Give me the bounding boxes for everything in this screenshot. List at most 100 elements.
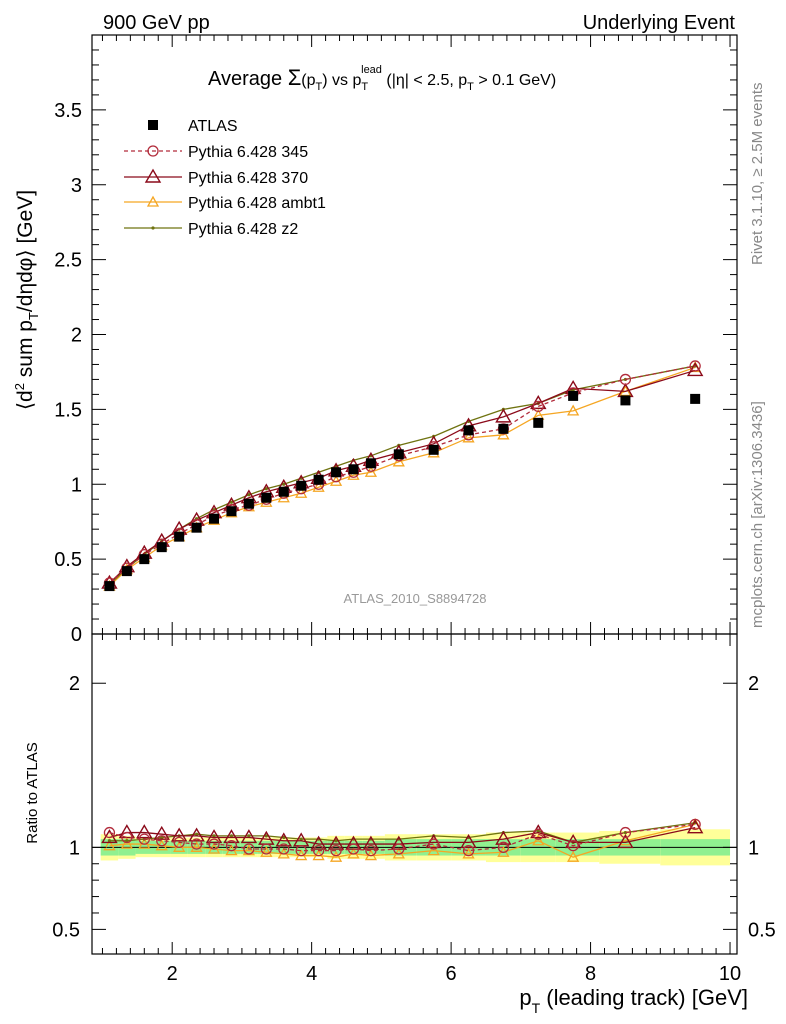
- ratio-point-p370: [240, 829, 258, 844]
- ratio-series-layer: [101, 818, 704, 862]
- ratio-point-z2: [212, 834, 216, 838]
- ratio-point-z2: [160, 835, 164, 840]
- y-axis-label-ratio: Ratio to ATLAS: [24, 742, 41, 843]
- mcplots-label: mcplots.cern.ch [arXiv:1306.3436]: [749, 401, 766, 628]
- ratio-point-p370: [327, 835, 345, 850]
- ratio-point-p345: [260, 843, 272, 855]
- ratio-point-p345: [295, 844, 307, 857]
- legend-marker-ambt1: [146, 195, 160, 207]
- y-tick-label-main: 2: [71, 325, 82, 347]
- x-tick-label: 6: [446, 963, 457, 985]
- data-point-p345: [532, 400, 544, 413]
- data-point-atlas: [313, 474, 324, 485]
- ratio-point-ambt1: [427, 844, 440, 856]
- ratio-point-p370: [170, 827, 188, 842]
- ratio-point-z2: [282, 835, 286, 840]
- ratio-point-p345: [243, 843, 255, 855]
- data-point-p345: [619, 373, 632, 386]
- series-line-p370: [108, 369, 696, 584]
- data-point-atlas: [393, 449, 404, 460]
- ratio-point-p345: [567, 840, 579, 852]
- data-point-z2: [264, 487, 268, 491]
- legend-label-p370: Pythia 6.428 370: [188, 170, 308, 187]
- ratio-point-p345: [330, 844, 342, 857]
- ratio-point-p345: [103, 826, 116, 839]
- ratio-point-ambt1: [190, 840, 203, 852]
- data-point-ambt1: [567, 404, 580, 416]
- data-point-z2: [247, 493, 251, 497]
- ratio-point-ambt1: [120, 837, 133, 849]
- analysis-watermark: ATLAS_2010_S8894728: [344, 591, 487, 606]
- data-point-p345: [689, 360, 701, 372]
- ratio-line-p370: [109, 827, 696, 845]
- data-point-atlas: [296, 480, 307, 491]
- legend: ATLAS Pythia 6.428 345 Pythia 6.428 370 Pyt…: [124, 118, 326, 238]
- ratio-point-z2: [229, 834, 234, 838]
- ratio-point-p370: [362, 835, 380, 850]
- rivet-label: Rivet 3.1.10, ≥ 2.5M events: [749, 83, 766, 266]
- ratio-point-p345: [347, 843, 360, 855]
- ratio-point-z2: [264, 834, 268, 838]
- ratio-point-p345: [138, 833, 150, 845]
- axis-ticks: 2 4 6 8 10 0 0.5 1 1.5 2 2.5 3 3.5 0.5 0.5 1 1 2 2: [52, 35, 776, 985]
- data-point-atlas: [156, 542, 167, 553]
- data-point-ambt1: [312, 480, 325, 492]
- data-point-atlas: [243, 498, 254, 509]
- y-tick-label-ratio: 0.5: [52, 919, 80, 941]
- y-tick-label-ratio-right: 2: [748, 673, 759, 695]
- legend-label-p345: Pythia 6.428 345: [188, 144, 308, 161]
- y-tick-label-main: 2.5: [54, 250, 82, 272]
- data-point-atlas: [690, 393, 701, 404]
- y-tick-label-main: 0.5: [54, 549, 82, 571]
- y-tick-label-ratio-right: 0.5: [748, 919, 776, 941]
- main-series-layer: [101, 360, 704, 592]
- data-point-atlas: [261, 492, 272, 503]
- y-tick-label-ratio: 2: [69, 673, 80, 695]
- ratio-point-p345: [173, 836, 185, 849]
- y-tick-label-main: 1.5: [54, 399, 82, 421]
- ratio-point-p370: [460, 834, 477, 849]
- ratio-point-p345: [428, 838, 440, 850]
- x-tick-label: 2: [167, 963, 178, 985]
- ratio-point-p345: [121, 831, 133, 844]
- y-tick-label-main: 0: [71, 624, 82, 646]
- data-point-z2: [229, 500, 234, 504]
- ratio-point-p370: [275, 832, 292, 847]
- data-point-atlas: [568, 390, 579, 401]
- ratio-point-ambt1: [260, 845, 273, 857]
- ratio-point-p345: [190, 838, 203, 850]
- ratio-point-z2: [247, 834, 251, 838]
- legend-label-ambt1: Pythia 6.428 ambt1: [188, 195, 326, 212]
- data-point-ambt1: [462, 431, 475, 443]
- ratio-point-ambt1: [532, 834, 545, 846]
- header-right: Underlying Event: [583, 12, 736, 34]
- ratio-point-p370: [118, 824, 136, 839]
- data-point-atlas: [620, 395, 631, 406]
- data-point-atlas: [498, 423, 509, 434]
- plot-title: Average Σ(pT) vs pTlead (|η| < 2.5, pT >…: [208, 64, 556, 93]
- ratio-point-p370: [495, 830, 512, 845]
- y-tick-label-ratio: 1: [69, 837, 80, 859]
- data-point-atlas: [104, 581, 115, 592]
- ratio-line-p345: [109, 823, 696, 852]
- data-point-atlas: [139, 554, 150, 565]
- legend-marker-p370: [144, 168, 162, 183]
- ratio-point-p345: [619, 826, 632, 839]
- legend-label-atlas: ATLAS: [188, 118, 238, 135]
- ratio-point-ambt1: [103, 839, 116, 851]
- x-tick-label: 8: [585, 963, 596, 985]
- ratio-point-p345: [393, 843, 405, 855]
- data-point-atlas: [365, 458, 376, 469]
- data-point-atlas: [463, 425, 474, 436]
- data-point-atlas: [348, 464, 359, 475]
- ratio-point-z2: [107, 839, 112, 843]
- ratio-point-z2: [623, 830, 628, 835]
- data-point-z2: [282, 482, 286, 486]
- ratio-point-p345: [462, 844, 475, 857]
- data-point-atlas: [278, 486, 289, 497]
- ratio-point-p345: [156, 835, 168, 847]
- ratio-point-p370: [153, 825, 170, 840]
- y-tick-label-main: 3: [71, 175, 82, 197]
- x-axis-label: pT (leading track) [GeV]: [519, 985, 748, 1016]
- ratio-point-ambt1: [462, 847, 475, 859]
